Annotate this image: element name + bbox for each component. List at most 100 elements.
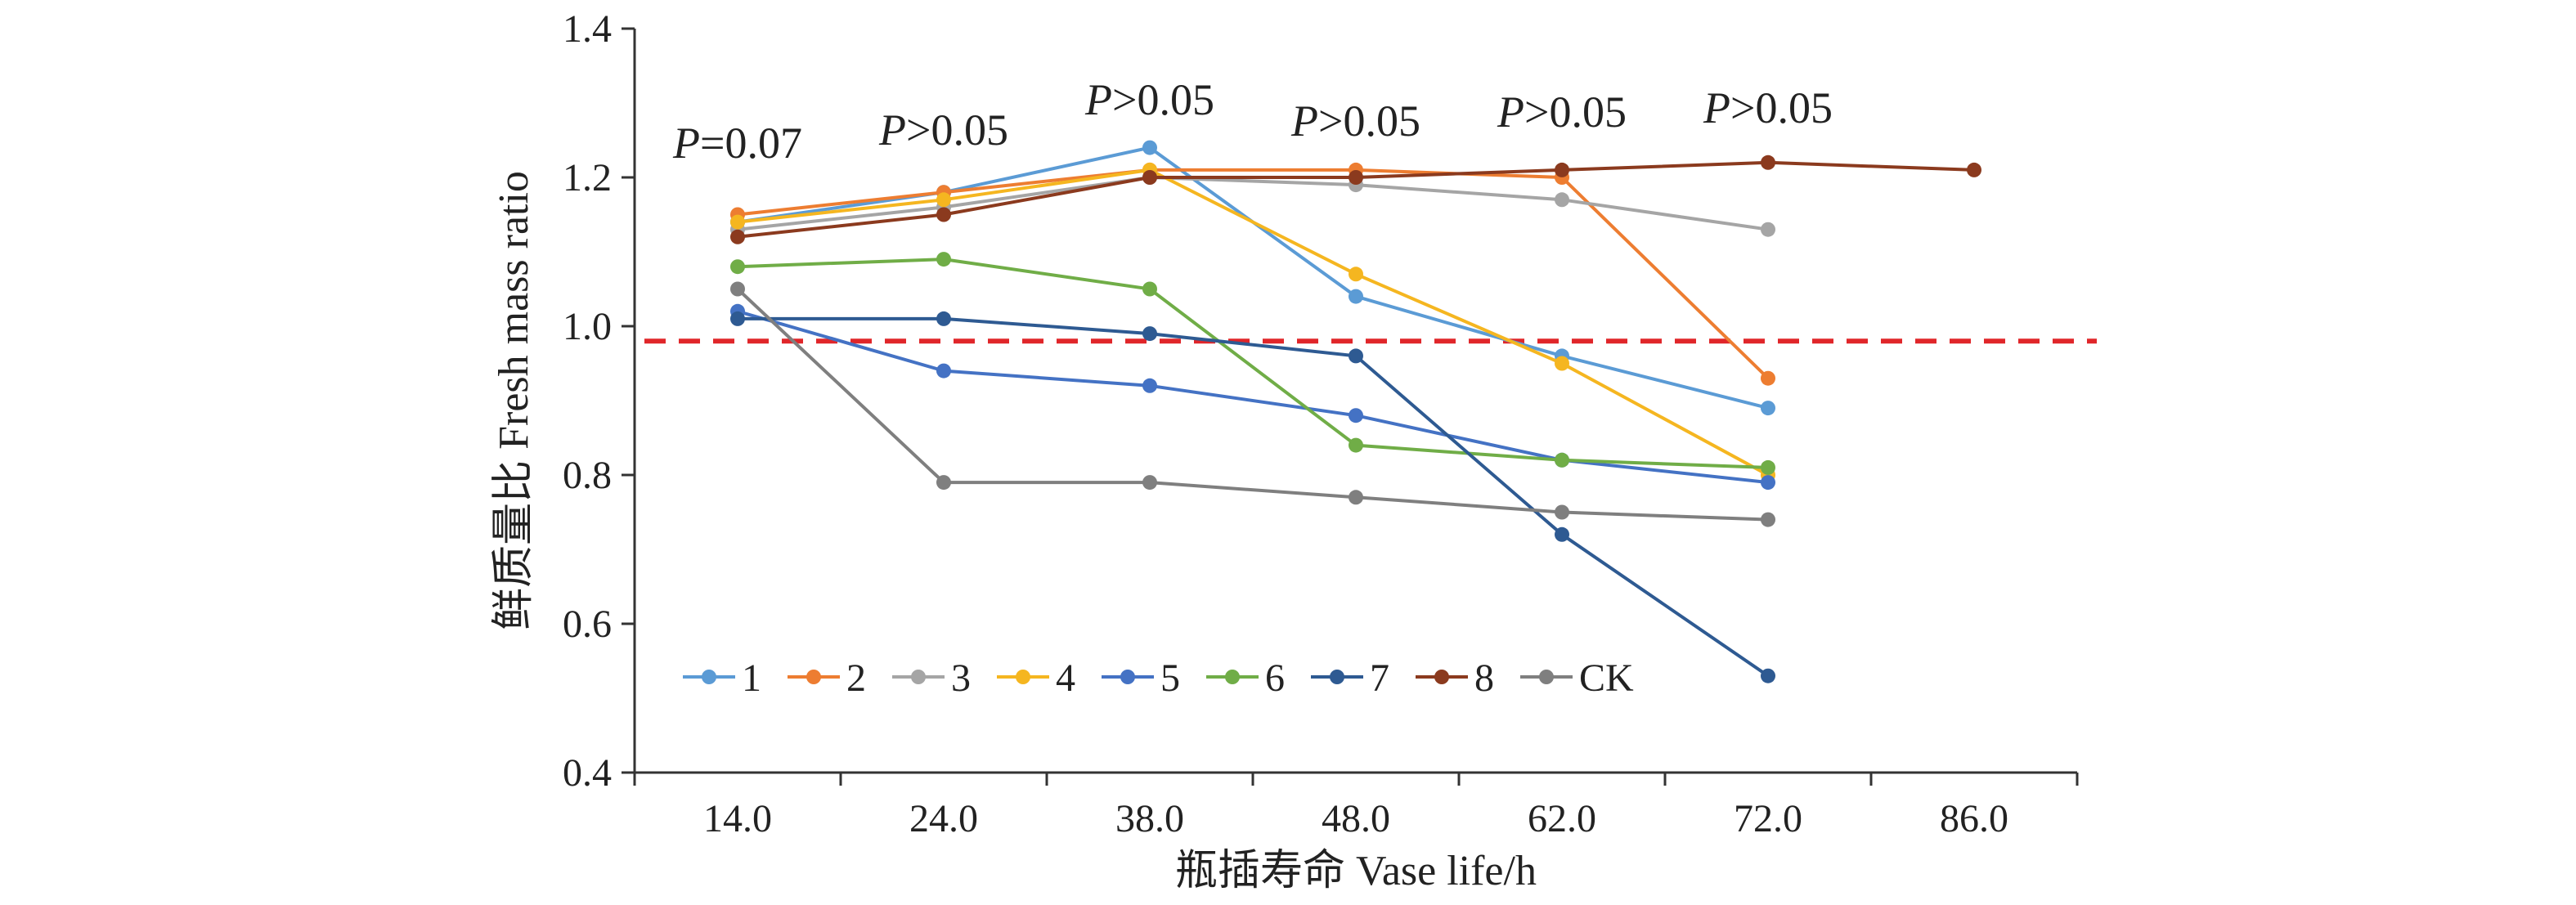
legend-item: 3 bbox=[892, 656, 971, 700]
x-tick-label: 86.0 bbox=[1940, 797, 2008, 840]
legend-label: 7 bbox=[1370, 656, 1389, 700]
x-tick-label: 24.0 bbox=[909, 797, 978, 840]
data-point bbox=[1349, 408, 1363, 423]
data-point bbox=[936, 311, 951, 326]
data-point bbox=[730, 229, 745, 244]
series-2 bbox=[730, 162, 1775, 386]
legend-swatch-marker bbox=[1120, 670, 1135, 684]
data-point bbox=[1349, 289, 1363, 304]
y-tick-label: 1.0 bbox=[563, 305, 612, 348]
legend-swatch-marker bbox=[911, 670, 926, 684]
legend-label: 3 bbox=[951, 656, 971, 700]
data-point bbox=[1142, 378, 1157, 393]
legend-swatch-marker bbox=[1016, 670, 1030, 684]
legend-label: 1 bbox=[742, 656, 761, 700]
data-point bbox=[1349, 348, 1363, 364]
data-point bbox=[1142, 170, 1157, 185]
x-ticks: 14.0 24.0 38.0 48.0 62.0 72.0 86.0 bbox=[633, 773, 2079, 840]
data-point bbox=[1349, 170, 1363, 185]
data-point bbox=[730, 214, 745, 230]
series-line bbox=[737, 309, 1769, 485]
legend-item: 7 bbox=[1311, 656, 1389, 700]
data-point bbox=[730, 259, 745, 275]
x-tick-label: 38.0 bbox=[1115, 797, 1184, 840]
y-tick-label: 0.4 bbox=[563, 751, 612, 795]
data-point bbox=[1349, 437, 1363, 453]
series-line bbox=[736, 288, 1769, 522]
data-point bbox=[1142, 475, 1157, 491]
data-point bbox=[1761, 222, 1775, 237]
x-axis-title: 瓶插寿命 Vase life/h bbox=[1175, 847, 1537, 894]
p-value-annotation: P>0.05 bbox=[1290, 96, 1420, 146]
y-tick-label: 0.6 bbox=[563, 603, 612, 646]
legend-item: 1 bbox=[683, 656, 761, 700]
data-point bbox=[1555, 504, 1569, 520]
legend-swatch-marker bbox=[702, 670, 716, 684]
y-tick-label: 1.2 bbox=[563, 156, 612, 199]
legend-item: 6 bbox=[1206, 656, 1285, 700]
legend-item: CK bbox=[1520, 656, 1634, 700]
data-point bbox=[1761, 370, 1775, 386]
data-point bbox=[1142, 326, 1157, 342]
legend-label: 2 bbox=[846, 656, 866, 700]
series-7 bbox=[730, 311, 1775, 683]
data-point bbox=[730, 281, 745, 297]
data-point bbox=[936, 207, 951, 222]
legend-swatch-marker bbox=[1225, 670, 1240, 684]
data-point bbox=[1142, 140, 1157, 155]
p-value-annotation: P>0.05 bbox=[878, 105, 1008, 155]
series-8 bbox=[730, 155, 1981, 244]
data-point bbox=[1761, 459, 1775, 475]
y-ticks: 0.4 0.6 0.8 1.0 1.2 1.4 bbox=[563, 7, 635, 795]
data-point bbox=[936, 363, 951, 379]
significance-annotations: P=0.07 P>0.05 P>0.05 P>0.05 P>0.05 P>0.05 bbox=[672, 75, 1833, 168]
p-value-annotation: P>0.05 bbox=[1703, 83, 1833, 132]
legend-swatch-marker bbox=[1330, 670, 1344, 684]
data-point bbox=[1761, 668, 1775, 683]
y-axis-title: 鲜质量比 Fresh mass ratio bbox=[491, 171, 537, 630]
data-point bbox=[936, 192, 951, 208]
series-line bbox=[737, 168, 1769, 477]
series-layer bbox=[730, 140, 1981, 683]
data-point bbox=[1761, 401, 1775, 416]
data-point bbox=[1761, 512, 1775, 527]
x-tick-label: 72.0 bbox=[1734, 797, 1802, 840]
legend-swatch-marker bbox=[1434, 670, 1449, 684]
data-point bbox=[1555, 526, 1569, 542]
legend-label: 5 bbox=[1160, 656, 1180, 700]
legend-swatch-marker bbox=[1539, 670, 1554, 684]
series-ck bbox=[730, 281, 1775, 527]
data-point bbox=[1555, 452, 1569, 468]
p-value-annotation: P=0.07 bbox=[672, 119, 802, 168]
legend-label: CK bbox=[1579, 656, 1634, 700]
legend: 1 2 3 4 5 6 7 8 CK bbox=[683, 656, 1634, 700]
p-value-annotation: P>0.05 bbox=[1084, 75, 1214, 124]
p-value-annotation: P>0.05 bbox=[1497, 87, 1627, 137]
legend-item: 8 bbox=[1416, 656, 1494, 700]
series-line bbox=[738, 316, 1770, 678]
data-point bbox=[730, 311, 745, 326]
legend-item: 5 bbox=[1102, 656, 1180, 700]
series-3 bbox=[730, 170, 1775, 237]
legend-item: 4 bbox=[997, 656, 1075, 700]
series-line bbox=[737, 176, 1769, 231]
series-line bbox=[737, 168, 1770, 380]
series-6 bbox=[730, 252, 1775, 475]
axes bbox=[633, 29, 2077, 774]
x-tick-label: 62.0 bbox=[1528, 797, 1596, 840]
data-point bbox=[1967, 162, 1981, 177]
series-4 bbox=[730, 162, 1775, 482]
data-point bbox=[1349, 490, 1363, 505]
y-tick-label: 0.8 bbox=[563, 454, 612, 497]
legend-label: 6 bbox=[1265, 656, 1285, 700]
x-tick-label: 48.0 bbox=[1322, 797, 1390, 840]
data-point bbox=[1761, 475, 1775, 491]
data-point bbox=[1555, 356, 1569, 371]
legend-label: 8 bbox=[1474, 656, 1494, 700]
y-tick-label: 1.4 bbox=[563, 7, 612, 51]
data-point bbox=[936, 475, 951, 491]
x-tick-label: 14.0 bbox=[703, 797, 772, 840]
series-line bbox=[737, 258, 1769, 469]
data-point bbox=[1761, 155, 1775, 170]
